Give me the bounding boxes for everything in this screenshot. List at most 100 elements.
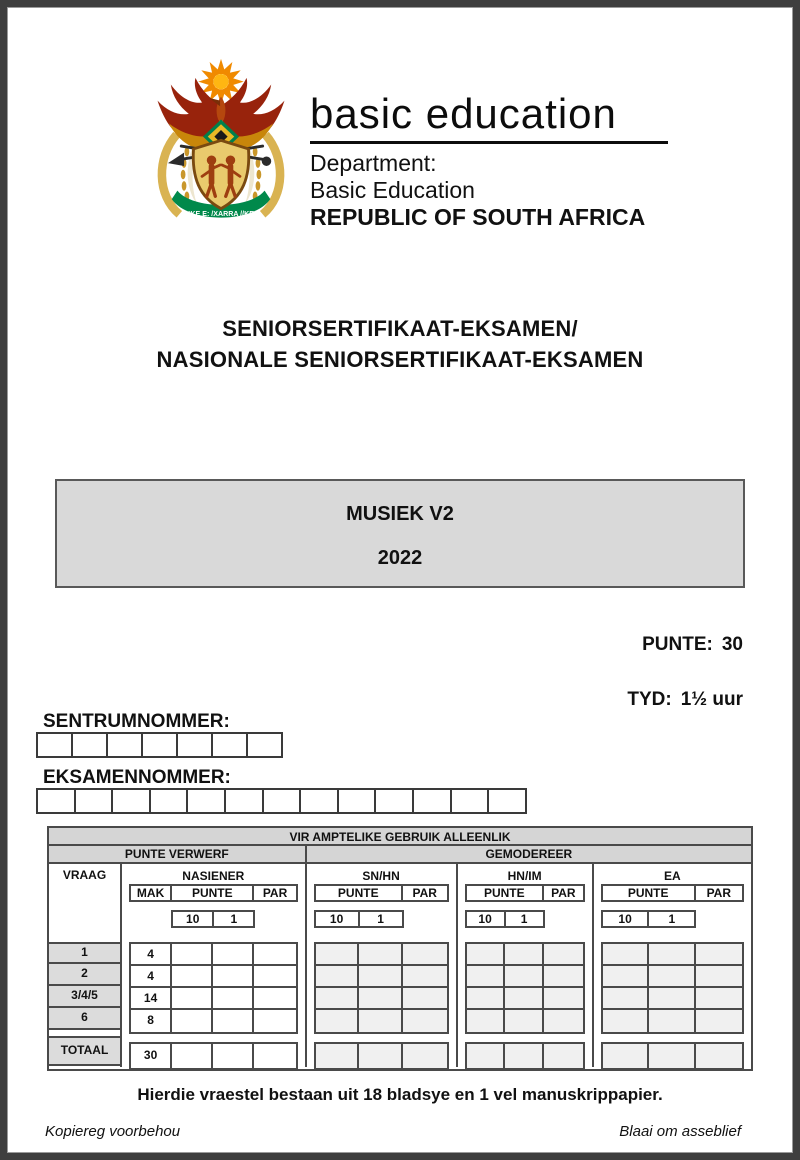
marks-cell: 4 (131, 966, 173, 988)
section-nasiener: NASIENER MAK PUNTE PAR 10 1 4 4 14 8 30 (122, 864, 307, 1070)
total-row-label: TOTAAL (49, 1036, 120, 1066)
number-box (211, 732, 248, 758)
section-name: EA (664, 869, 681, 883)
column-header: PAR (412, 886, 437, 900)
scale-box: 10 1 (600, 910, 697, 928)
number-box (148, 788, 189, 814)
exam-number-boxes (36, 788, 527, 814)
marks-cell (172, 944, 214, 966)
number-box (261, 788, 302, 814)
department-masthead: basic education Department: Basic Educat… (310, 91, 668, 231)
question-row-label: 2 (49, 964, 120, 986)
number-box (73, 788, 114, 814)
marks-cell (359, 966, 403, 988)
marks-cell (544, 966, 583, 988)
column-header: PAR (551, 886, 576, 900)
number-box (411, 788, 452, 814)
total-cell (466, 1044, 506, 1068)
number-box (374, 788, 414, 814)
page-count-note: Hierdie vraestel bestaan uit 18 bladsye … (137, 1085, 663, 1104)
column-header-strip: PUNTE PAR (600, 884, 744, 902)
number-box (246, 732, 283, 758)
exam-title-line2: NASIONALE SENIORSERTIFIKAAT-EKSAMEN (156, 347, 644, 372)
spacer (601, 1034, 744, 1040)
official-use-title: VIR AMPTELIKE GEBRUIK ALLEENLIK (49, 828, 751, 846)
marks-grid (313, 942, 449, 1034)
exam-title: SENIORSERTIFIKAAT-EKSAMEN/ NASIONALE SEN… (7, 313, 793, 375)
marks-cell (602, 944, 650, 966)
marks-cell (505, 944, 544, 966)
column-header-strip: PUNTE PAR (313, 884, 449, 902)
centre-number-boxes (36, 732, 283, 758)
exam-title-line1: SENIORSERTIFIKAAT-EKSAMEN/ (222, 316, 578, 341)
marks-cell (172, 966, 214, 988)
question-row-label: 3/4/5 (49, 986, 120, 1008)
marks-cell (466, 944, 506, 966)
marks-cell (695, 988, 742, 1010)
motto-banner (171, 190, 271, 218)
sun-icon (198, 58, 244, 105)
total-cell (254, 1044, 296, 1068)
department-label: Department: (310, 150, 437, 176)
number-box (71, 732, 108, 758)
exam-year: 2022 (377, 547, 423, 569)
marks-cell (402, 944, 447, 966)
marks-cell (213, 1010, 255, 1032)
marks-cell (402, 1010, 447, 1032)
marks-cell (213, 944, 255, 966)
total-cell (315, 1044, 360, 1068)
vraag-header: VRAAG (62, 868, 107, 882)
marks-grid (464, 942, 585, 1034)
bird-icon (208, 96, 226, 124)
column-header: MAK (131, 886, 173, 900)
marks-grid (600, 942, 744, 1034)
scale-box: 10 1 (464, 910, 545, 928)
total-cell (695, 1044, 742, 1068)
marks-cell: 14 (131, 988, 173, 1010)
section-name: NASIENER (182, 869, 245, 883)
marks-cell: 4 (131, 944, 173, 966)
total-grid (600, 1042, 744, 1070)
department-name: Basic Education (310, 177, 475, 203)
spacer (465, 1034, 585, 1040)
group-header-row: PUNTE VERWERF GEMODEREER (49, 846, 751, 864)
group-header-gemodereer: GEMODEREER (306, 846, 751, 862)
scale-box-row: 10 1 (464, 902, 585, 928)
number-box (36, 788, 76, 814)
marks-cell (505, 1010, 544, 1032)
spacer (314, 1034, 449, 1040)
section-name: SN/HN (362, 869, 400, 883)
marks-value: 30 (721, 634, 743, 655)
marks-cell (602, 1010, 650, 1032)
marks-cell (649, 988, 696, 1010)
scale-box-row: 10 1 (600, 902, 744, 928)
marks-cell (315, 1010, 360, 1032)
number-box (141, 732, 178, 758)
section-header: HN/IM PUNTE PAR 10 1 (464, 864, 585, 942)
marks-cell (466, 966, 506, 988)
scale-value: 10 (316, 912, 360, 926)
spacer (129, 1034, 298, 1040)
section-hn-im: HN/IM PUNTE PAR 10 1 (458, 864, 594, 1070)
marks-cell (466, 988, 506, 1010)
column-header: PAR (262, 886, 288, 900)
gold-ring-icon (157, 131, 285, 218)
scale-box: 10 1 (313, 910, 404, 928)
number-box (186, 788, 226, 814)
marks-cell (254, 944, 296, 966)
marks-cell (602, 966, 650, 988)
column-header: PAR (706, 886, 732, 900)
total-cell (505, 1044, 544, 1068)
marks-grid: 4 4 14 8 (129, 942, 298, 1034)
number-box (299, 788, 339, 814)
marks-cell (695, 944, 742, 966)
marks-cell (649, 944, 696, 966)
marks-cell (505, 966, 544, 988)
scale-value: 1 (520, 912, 528, 926)
number-box (487, 788, 527, 814)
marks-row: PUNTE: 30 (627, 634, 743, 656)
column-header-strip: MAK PUNTE PAR (129, 884, 298, 902)
marks-cell (315, 966, 360, 988)
scale-box: 10 1 (171, 910, 256, 928)
section-header: NASIENER MAK PUNTE PAR 10 1 (129, 864, 298, 942)
